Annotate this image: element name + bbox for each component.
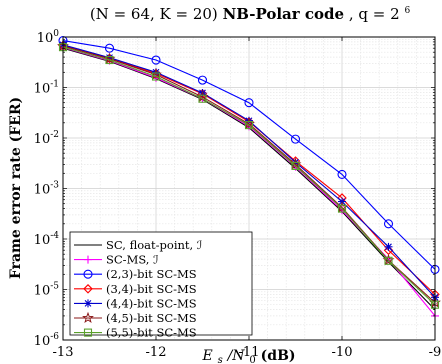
legend-item: SC-MS, ℐ: [74, 253, 159, 267]
data-point: [384, 242, 393, 251]
y-tick-exponent: -4: [50, 231, 59, 241]
data-point: [104, 43, 115, 53]
y-tick-base: 10: [34, 132, 51, 147]
y-tick-label: 10-6: [34, 332, 60, 349]
legend-marker: [83, 284, 93, 294]
data-point: [105, 53, 114, 62]
y-tick-label: 10-1: [34, 80, 59, 97]
data-point: [384, 256, 393, 265]
legend-marker: [83, 269, 93, 279]
data-point: [337, 169, 347, 179]
x-axis-title: E s /N 0 (dB): [201, 348, 295, 364]
data-point: [337, 204, 347, 213]
x-tick-label: -12: [146, 345, 167, 360]
data-point: [151, 72, 161, 81]
series-2: [58, 36, 440, 274]
y-tick-exponent: 0: [53, 29, 59, 39]
y-tick-exponent: -2: [50, 130, 59, 140]
y-axis-title: Frame error rate (FER): [8, 97, 24, 279]
y-tick-label: 10-3: [34, 181, 60, 198]
legend-label: (3,4)-bit SC-MS: [106, 282, 197, 296]
title-params: (N = 64, K = 20): [90, 5, 218, 23]
x-tick-labels: -13 -12 -11 -10 -9: [53, 345, 442, 360]
xlabel-sub-0: 0: [249, 355, 255, 364]
xlabel-unit: (dB): [261, 348, 296, 364]
legend-marker: [83, 328, 93, 337]
data-point: [290, 134, 301, 144]
data-point: [105, 55, 114, 65]
xlabel-rest: /N: [226, 348, 246, 364]
legend-label: (4,5)-bit SC-MS: [106, 311, 197, 325]
y-tick-base: 10: [34, 233, 51, 248]
title-q: , q = 2: [349, 5, 400, 23]
legend-label: SC, float-point, ℐ: [106, 238, 203, 252]
data-point: [152, 68, 160, 77]
x-tick-label: -13: [53, 345, 74, 360]
y-tick-base: 10: [34, 82, 51, 97]
data-point: [383, 219, 394, 229]
data-point: [244, 98, 254, 108]
legend-marker: [84, 299, 92, 308]
data-point: [245, 116, 253, 125]
y-tick-exponent: -5: [50, 282, 59, 292]
data-point: [198, 94, 207, 103]
legend-label: (5,5)-bit SC-MS: [106, 326, 197, 340]
y-tick-label: 10-4: [34, 231, 60, 248]
legend-label: (2,3)-bit SC-MS: [106, 267, 197, 281]
y-tick-label: 10-2: [34, 130, 59, 147]
legend-item: (2,3)-bit SC-MS: [74, 267, 197, 281]
x-tick-label: -9: [429, 345, 442, 360]
y-tick-base: 10: [34, 334, 51, 349]
y-tick-label: 100: [37, 29, 60, 46]
legend-marker: [84, 255, 92, 264]
y-tick-exponent: -3: [50, 181, 59, 191]
y-tick-base: 10: [34, 183, 51, 198]
y-tick-base: 10: [34, 284, 51, 299]
legend: SC, float-point, ℐSC-MS, ℐ(2,3)-bit SC-M…: [69, 231, 253, 340]
y-tick-label: 10-5: [34, 282, 60, 299]
y-tick-exponent: -6: [50, 332, 59, 342]
y-tick-exponent: -1: [50, 80, 59, 90]
data-point: [151, 55, 161, 65]
title-q-exp: 6: [404, 6, 410, 16]
legend-label: SC-MS, ℐ: [106, 253, 159, 267]
xlabel-e: E: [201, 348, 212, 364]
data-point: [244, 121, 254, 130]
y-tick-base: 10: [37, 31, 54, 46]
legend-item: (3,4)-bit SC-MS: [74, 282, 197, 296]
legend-item: (4,5)-bit SC-MS: [74, 311, 197, 325]
axis-ticks: [62, 37, 436, 341]
xlabel-sub-s: s: [218, 355, 223, 364]
title-bold: NB-Polar code: [223, 5, 345, 23]
x-tick-label: -10: [332, 345, 353, 360]
legend-label: (4,4)-bit SC-MS: [106, 296, 197, 310]
data-point: [197, 75, 208, 85]
x-tick-label: -11: [239, 345, 260, 360]
data-point: [291, 161, 300, 170]
series-line: [62, 46, 436, 306]
legend-item: (5,5)-bit SC-MS: [74, 326, 197, 340]
chart-title: (N = 64, K = 20) NB-Polar code , q = 2 6: [90, 5, 411, 23]
legend-item: (4,4)-bit SC-MS: [74, 296, 197, 310]
series-line: [62, 40, 436, 270]
legend-marker: [82, 311, 94, 324]
legend-item: SC, float-point, ℐ: [74, 238, 203, 252]
